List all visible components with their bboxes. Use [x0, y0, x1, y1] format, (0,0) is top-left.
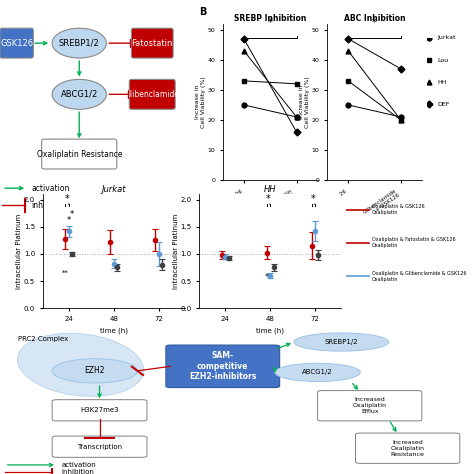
- Text: *: *: [65, 194, 70, 204]
- Text: H3K27me3: H3K27me3: [80, 407, 119, 413]
- Text: HH: HH: [437, 80, 447, 85]
- Text: Oxaliplatin Resistance: Oxaliplatin Resistance: [36, 150, 122, 158]
- Text: inhibition: inhibition: [31, 201, 67, 210]
- FancyBboxPatch shape: [0, 28, 33, 58]
- Text: Oxaliplatin & GSK126
Oxaliplatin: Oxaliplatin & GSK126 Oxaliplatin: [372, 204, 424, 215]
- Text: Fatostatin: Fatostatin: [132, 39, 173, 47]
- Text: *: *: [67, 216, 71, 225]
- Ellipse shape: [18, 333, 144, 396]
- Text: *: *: [311, 194, 316, 204]
- FancyBboxPatch shape: [356, 433, 460, 464]
- Text: SREBP1/2: SREBP1/2: [325, 339, 358, 345]
- Text: PRC2 Complex: PRC2 Complex: [18, 336, 68, 342]
- Text: *: *: [372, 18, 377, 28]
- Y-axis label: Increase in
Cell Viability (%): Increase in Cell Viability (%): [195, 76, 206, 128]
- X-axis label: time (h): time (h): [100, 327, 128, 334]
- Text: Jurkat: Jurkat: [437, 36, 456, 40]
- Text: *: *: [264, 273, 269, 282]
- Ellipse shape: [275, 363, 360, 382]
- Text: SREBP1/2: SREBP1/2: [59, 39, 100, 47]
- Text: GSK126: GSK126: [0, 39, 33, 47]
- X-axis label: time (h): time (h): [256, 327, 284, 334]
- Text: Increased
Oxaliplatin
Resistance: Increased Oxaliplatin Resistance: [391, 440, 425, 456]
- FancyBboxPatch shape: [318, 391, 422, 421]
- Text: Increased
Oxaliplatin
Efflux: Increased Oxaliplatin Efflux: [353, 397, 387, 414]
- Title: Jurkat: Jurkat: [101, 184, 126, 193]
- Text: ABCG1/2: ABCG1/2: [61, 90, 98, 99]
- Text: activation: activation: [62, 462, 96, 468]
- Title: SREBP Inhibition: SREBP Inhibition: [234, 14, 306, 23]
- FancyBboxPatch shape: [52, 400, 147, 421]
- Text: *: *: [266, 194, 271, 204]
- FancyBboxPatch shape: [129, 79, 175, 109]
- Text: inhibition: inhibition: [62, 469, 94, 474]
- FancyBboxPatch shape: [52, 436, 147, 457]
- FancyBboxPatch shape: [166, 345, 280, 388]
- FancyBboxPatch shape: [42, 139, 117, 169]
- Ellipse shape: [52, 359, 137, 383]
- Text: Lou: Lou: [437, 58, 448, 63]
- Text: EZH2: EZH2: [84, 366, 105, 375]
- Title: ABC Inhibition: ABC Inhibition: [344, 14, 405, 23]
- Text: DEF: DEF: [437, 102, 449, 107]
- Text: SAM-
competitive
EZH2-inhibitors: SAM- competitive EZH2-inhibitors: [189, 351, 256, 381]
- FancyBboxPatch shape: [131, 28, 173, 58]
- Text: B: B: [199, 7, 207, 17]
- Text: ABCG1/2: ABCG1/2: [302, 369, 333, 375]
- Y-axis label: Intracellular Platinum: Intracellular Platinum: [173, 214, 179, 289]
- Text: Transcription: Transcription: [77, 444, 122, 450]
- Ellipse shape: [52, 28, 106, 58]
- Text: *: *: [268, 18, 273, 28]
- Y-axis label: Increase in
Cell Viability (%): Increase in Cell Viability (%): [300, 76, 310, 128]
- Y-axis label: Intracellular Platinum: Intracellular Platinum: [17, 214, 22, 289]
- Ellipse shape: [294, 333, 389, 351]
- Text: **: **: [62, 270, 69, 275]
- Ellipse shape: [52, 80, 106, 109]
- Text: Glibenclamide: Glibenclamide: [125, 90, 180, 99]
- Title: HH: HH: [264, 184, 276, 193]
- Text: Oxaliplatin & Fatostatin & GSK126
Oxaliplatin: Oxaliplatin & Fatostatin & GSK126 Oxalip…: [372, 237, 455, 248]
- Text: activation: activation: [31, 184, 70, 192]
- Text: Oxaliplatin & Glibenclamide & GSK126
Oxaliplatin: Oxaliplatin & Glibenclamide & GSK126 Oxa…: [372, 271, 466, 282]
- Text: *: *: [70, 210, 74, 219]
